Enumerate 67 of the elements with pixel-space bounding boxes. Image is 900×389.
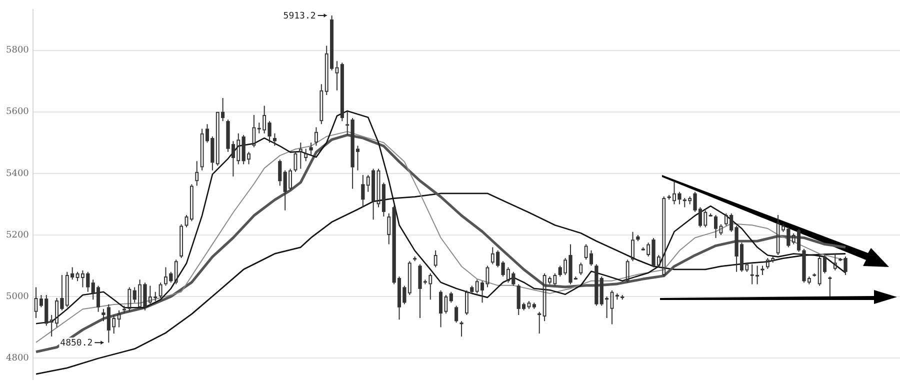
candlestick: [335, 60, 339, 91]
candlestick: [158, 282, 162, 299]
candlestick: [268, 120, 272, 144]
candlestick: [501, 260, 505, 278]
candlestick: [382, 182, 386, 218]
candlestick: [693, 191, 697, 212]
candlestick: [273, 132, 276, 146]
candlestick: [652, 238, 656, 268]
candlestick: [527, 300, 531, 310]
candlestick: [807, 276, 811, 285]
candlestick: [340, 62, 344, 122]
candlestick: [190, 184, 194, 222]
candlestick: [833, 252, 837, 271]
candlestick: [252, 114, 256, 148]
candlestick: [387, 212, 391, 245]
candlestick: [174, 259, 178, 285]
candlestick: [486, 265, 490, 288]
candlestick: [579, 262, 583, 276]
candlestick: [180, 224, 184, 259]
candlestick: [278, 159, 282, 186]
candlestick: [117, 310, 121, 328]
candlestick: [434, 250, 438, 268]
y-tick-label: 5400: [6, 168, 30, 179]
candlestick: [454, 305, 458, 324]
candlestick: [844, 256, 848, 276]
candlestick: [538, 311, 542, 334]
candlestick: [184, 214, 188, 228]
candlestick: [143, 282, 147, 311]
candlestick: [449, 291, 453, 304]
candlestick: [631, 231, 634, 262]
candlestick: [408, 260, 412, 296]
candlestick: [309, 142, 313, 156]
candlestick: [465, 290, 468, 316]
y-tick-label: 4800: [6, 353, 30, 364]
candlestick: [128, 286, 132, 312]
candlestick: [802, 248, 806, 284]
candlestick: [615, 292, 619, 300]
candlestick: [34, 286, 38, 319]
candlestick: [320, 84, 324, 125]
candlestick: [470, 285, 474, 294]
candlestick: [594, 264, 598, 306]
candlestick: [719, 224, 723, 236]
candlestick: [314, 126, 318, 146]
annotation: 4850.2: [60, 338, 93, 349]
y-tick-label: 5200: [6, 230, 30, 240]
candlestick: [678, 191, 682, 205]
candlestick: [568, 244, 572, 285]
y-tick-label: 5800: [6, 46, 30, 56]
candlestick: [636, 234, 640, 242]
candlestick: [298, 142, 302, 170]
candlestick: [532, 302, 536, 310]
candlestick: [294, 151, 298, 172]
candlestick: [626, 259, 630, 284]
candlestick: [828, 276, 832, 298]
candlestick: [304, 148, 308, 162]
annotation: 5913.2: [283, 11, 316, 22]
candlestick: [376, 168, 380, 208]
candlestick: [610, 290, 614, 325]
candlestick: [60, 274, 64, 311]
candlestick: [226, 119, 230, 152]
candlestick: [76, 271, 80, 282]
y-tick-label: 5600: [6, 107, 30, 118]
candlestick: [195, 160, 199, 186]
candlestick: [418, 264, 422, 319]
y-tick-label: 5000: [6, 292, 30, 302]
candlestick: [102, 308, 106, 322]
candlestick: [361, 174, 365, 208]
